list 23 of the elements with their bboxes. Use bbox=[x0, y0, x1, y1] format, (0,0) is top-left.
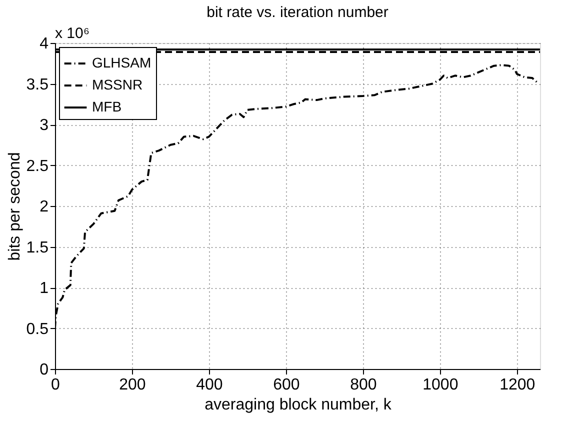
y-tick-label: 0.5 bbox=[26, 320, 49, 338]
x-tick-label: 0 bbox=[51, 376, 60, 394]
y-tick-label: 4 bbox=[40, 36, 49, 52]
legend-label: MFB bbox=[92, 98, 122, 114]
x-tick-label: 1200 bbox=[500, 376, 536, 394]
x-tick-label: 800 bbox=[350, 376, 377, 394]
legend-label: MSSNR bbox=[92, 76, 143, 92]
y-tick-label: 1 bbox=[40, 280, 49, 297]
legend-label: GLHSAM bbox=[92, 54, 152, 70]
y-tick-label: 3 bbox=[40, 117, 49, 134]
y-tick-label: 3.5 bbox=[26, 76, 49, 94]
y-tick-label: 2 bbox=[40, 198, 49, 216]
x-axis-title: averaging block number, k bbox=[204, 396, 392, 414]
x-tick-label: 1000 bbox=[422, 376, 458, 394]
x-tick-label: 200 bbox=[119, 376, 146, 394]
x-tick-label: 600 bbox=[273, 376, 300, 394]
text: x 10⁶ bbox=[55, 25, 90, 42]
chart-title: bit rate vs. iteration number bbox=[206, 4, 388, 21]
y-tick-label: 2.5 bbox=[26, 158, 49, 175]
y-tick-label: 0 bbox=[40, 362, 49, 378]
x-tick-label: 400 bbox=[196, 376, 223, 394]
y-tick-label: 1.5 bbox=[26, 239, 49, 256]
y-axis-title: bits per second bbox=[6, 152, 24, 261]
